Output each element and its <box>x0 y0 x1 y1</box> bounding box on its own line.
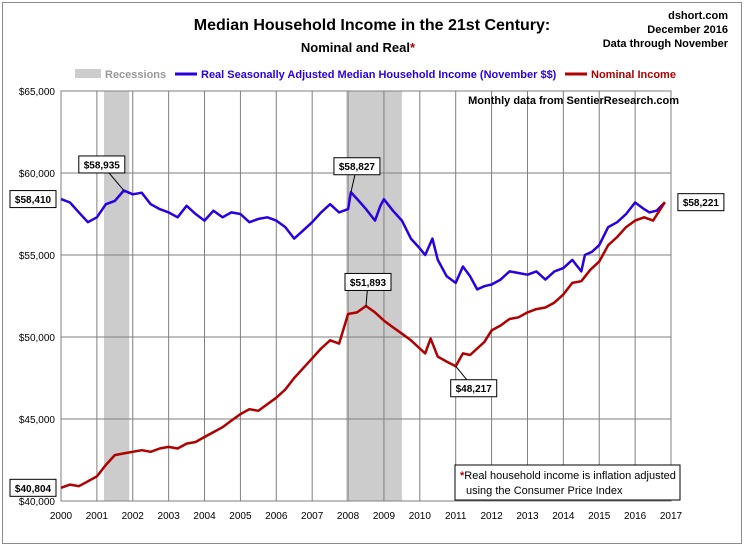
source-site: dshort.com <box>668 10 728 22</box>
footnote-line1: *Real household income is inflation adju… <box>460 470 676 482</box>
plot-border <box>60 90 672 502</box>
y-tick-label: $45,000 <box>19 415 56 426</box>
callout-label: $51,893 <box>350 278 387 289</box>
x-tick-label: 2000 <box>50 511 73 522</box>
tick-labels: $40,000 $45,000 $50,000 $55,000 $60,000 $65,0… <box>19 87 683 522</box>
callout-label: $58,410 <box>15 195 52 206</box>
y-tick-label: $50,000 <box>19 333 56 344</box>
x-tick-label: 2001 <box>86 511 109 522</box>
callout-box <box>333 157 381 176</box>
x-tick-label: 2003 <box>158 511 181 522</box>
callout-label: $58,935 <box>84 160 121 171</box>
x-tick-label: 2017 <box>660 511 683 522</box>
callout-label: $48,217 <box>456 384 493 395</box>
callout-box <box>450 379 498 398</box>
legend-recessions-label: Recessions <box>105 69 166 81</box>
series-lines <box>60 189 666 489</box>
y-tick-label: $60,000 <box>19 169 56 180</box>
callout-box <box>9 478 57 497</box>
x-tick-label: 2011 <box>445 511 467 522</box>
x-tick-label: 2009 <box>373 511 396 522</box>
callout-label: $58,221 <box>683 198 720 209</box>
x-tick-label: 2016 <box>624 511 647 522</box>
x-tick-label: 2010 <box>409 511 432 522</box>
x-tick-label: 2002 <box>122 511 145 522</box>
chart-title: Median Household Income in the 21st Cent… <box>194 17 551 34</box>
footnote-border <box>454 464 681 501</box>
footnote-box: *Real household income is inflation adju… <box>454 464 681 501</box>
plot-axes <box>60 90 672 502</box>
data-callouts: $58,935 $58,827 $51,893 $48,217 $58,410 $40,8… <box>9 155 725 497</box>
y-tick-label: $55,000 <box>19 251 56 262</box>
source-through: Data through November <box>603 38 729 50</box>
x-tick-label: 2015 <box>588 511 611 522</box>
x-tick-label: 2008 <box>337 511 360 522</box>
footnote-star: * <box>460 470 465 482</box>
monthly-data-note: Monthly data from SentierResearch.com <box>468 95 679 107</box>
x-tick-label: 2005 <box>229 511 252 522</box>
chart-subtitle-star: * <box>410 40 416 55</box>
chart-subtitle: Nominal and Real* <box>301 40 416 55</box>
source-date: December 2016 <box>647 24 728 36</box>
recession-band <box>104 91 130 501</box>
x-tick-label: 2007 <box>301 511 324 522</box>
callout-box <box>9 190 57 209</box>
legend-recession-swatch <box>75 69 101 78</box>
x-tick-label: 2014 <box>552 511 575 522</box>
x-tick-label: 2012 <box>480 511 503 522</box>
x-tick-label: 2013 <box>516 511 539 522</box>
callout-label: $58,827 <box>339 162 376 173</box>
real-income-line <box>60 189 666 291</box>
chart-canvas: $40,000 $45,000 $50,000 $55,000 $60,000 $65,0… <box>9 10 729 522</box>
legend-nominal-label: Nominal Income <box>591 69 676 81</box>
chart-subtitle-text: Nominal and Real <box>301 40 410 55</box>
legend-real-label: Real Seasonally Adjusted Median Househol… <box>201 69 557 81</box>
recession-band <box>346 91 402 501</box>
y-tick-label: $40,000 <box>19 497 56 508</box>
footnote-line1-text: Real household income is inflation adjus… <box>464 470 676 482</box>
callout-box <box>78 155 126 174</box>
callout-box <box>344 272 392 291</box>
nominal-income-line <box>60 201 666 489</box>
y-tick-label: $65,000 <box>19 87 56 98</box>
callout-box <box>677 193 725 212</box>
x-tick-label: 2006 <box>265 511 288 522</box>
footnote-line2: using the Consumer Price Index <box>466 485 623 497</box>
x-tick-label: 2004 <box>193 511 216 522</box>
callout-label: $40,804 <box>15 484 52 495</box>
legend: Recessions Real Seasonally Adjusted Medi… <box>75 69 676 81</box>
recession-bands <box>104 91 402 501</box>
